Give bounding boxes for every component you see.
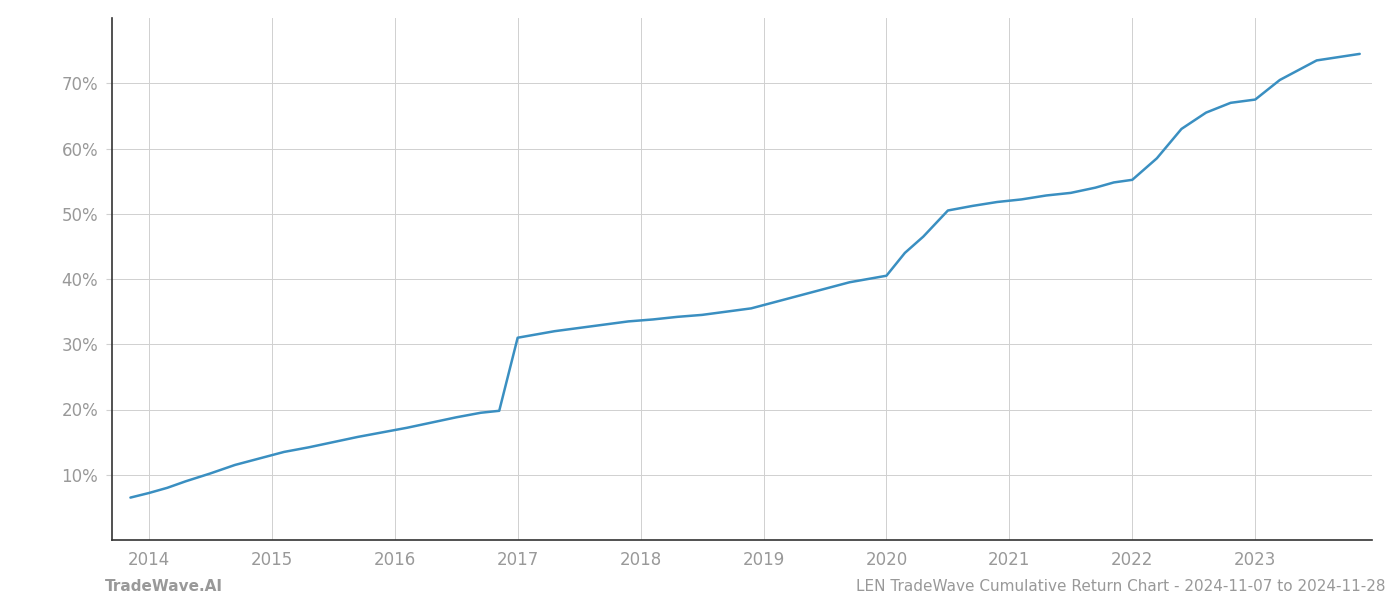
Text: LEN TradeWave Cumulative Return Chart - 2024-11-07 to 2024-11-28: LEN TradeWave Cumulative Return Chart - … bbox=[857, 579, 1386, 594]
Text: TradeWave.AI: TradeWave.AI bbox=[105, 579, 223, 594]
